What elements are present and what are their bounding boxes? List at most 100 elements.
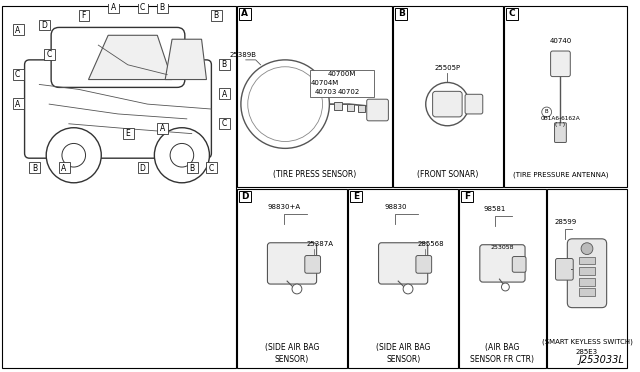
- Text: A: A: [15, 100, 20, 109]
- Bar: [579, 257, 595, 264]
- FancyBboxPatch shape: [465, 94, 483, 114]
- FancyBboxPatch shape: [305, 256, 321, 273]
- Bar: [211, 10, 222, 20]
- Bar: [44, 49, 55, 60]
- Bar: [220, 89, 230, 99]
- Text: A: A: [241, 9, 248, 18]
- Text: E: E: [125, 129, 130, 138]
- Text: F: F: [81, 11, 86, 20]
- Bar: [138, 162, 148, 173]
- Bar: [13, 98, 24, 109]
- Bar: [220, 59, 230, 70]
- Text: C: C: [209, 164, 214, 173]
- Bar: [220, 118, 230, 129]
- Text: A: A: [61, 164, 67, 173]
- Bar: [579, 288, 595, 296]
- Text: 28599: 28599: [554, 219, 577, 225]
- Bar: [547, 189, 627, 368]
- Bar: [579, 267, 595, 275]
- Bar: [239, 190, 251, 202]
- Text: (FRONT SONAR): (FRONT SONAR): [417, 170, 478, 179]
- FancyBboxPatch shape: [567, 239, 607, 308]
- Circle shape: [403, 284, 413, 294]
- Bar: [207, 162, 218, 173]
- Bar: [157, 2, 168, 13]
- Text: (SMART KEYLESS SWITCH): (SMART KEYLESS SWITCH): [541, 339, 632, 345]
- PathPatch shape: [165, 39, 207, 80]
- Bar: [13, 25, 24, 35]
- Text: 25389B: 25389B: [229, 52, 257, 58]
- Bar: [13, 69, 24, 80]
- Text: 285568: 285568: [418, 241, 445, 247]
- Circle shape: [292, 284, 302, 294]
- Text: E: E: [353, 192, 359, 201]
- Bar: [29, 162, 40, 173]
- Text: B: B: [397, 9, 404, 18]
- FancyBboxPatch shape: [554, 123, 566, 142]
- Bar: [579, 278, 595, 286]
- Text: 98581: 98581: [483, 206, 506, 212]
- FancyBboxPatch shape: [378, 243, 428, 284]
- Text: 40704M: 40704M: [310, 80, 339, 86]
- Text: C: C: [15, 70, 20, 79]
- Bar: [237, 189, 347, 368]
- Bar: [506, 8, 518, 20]
- Circle shape: [581, 243, 593, 254]
- Text: ( I ): ( I ): [556, 122, 566, 127]
- Circle shape: [248, 67, 323, 141]
- Circle shape: [62, 144, 86, 167]
- Text: (AIR BAG
SENSOR FR CTR): (AIR BAG SENSOR FR CTR): [470, 343, 534, 364]
- Circle shape: [502, 283, 509, 291]
- Bar: [348, 189, 458, 368]
- FancyBboxPatch shape: [480, 245, 525, 282]
- Text: C: C: [47, 51, 52, 60]
- FancyBboxPatch shape: [556, 259, 573, 280]
- Bar: [504, 6, 627, 187]
- Text: J253033L: J253033L: [579, 355, 625, 365]
- Text: 40702: 40702: [337, 89, 360, 95]
- Circle shape: [46, 128, 101, 183]
- Bar: [138, 2, 148, 13]
- Text: 98830+A: 98830+A: [268, 204, 301, 210]
- FancyBboxPatch shape: [51, 28, 185, 87]
- Text: (TIRE PRESSURE ANTENNA): (TIRE PRESSURE ANTENNA): [513, 171, 608, 178]
- Bar: [59, 162, 70, 173]
- Bar: [123, 128, 134, 138]
- PathPatch shape: [88, 35, 172, 80]
- Text: A: A: [111, 3, 116, 12]
- FancyBboxPatch shape: [24, 60, 211, 158]
- Text: B: B: [32, 164, 37, 173]
- Text: C: C: [221, 119, 227, 128]
- Text: B: B: [189, 164, 195, 173]
- Text: 285E3: 285E3: [576, 349, 598, 355]
- Bar: [358, 105, 365, 112]
- FancyBboxPatch shape: [433, 92, 462, 117]
- Text: B: B: [159, 3, 164, 12]
- Circle shape: [170, 144, 194, 167]
- FancyBboxPatch shape: [268, 243, 317, 284]
- Text: C: C: [140, 3, 145, 12]
- Text: 0B1A6-6162A: 0B1A6-6162A: [541, 116, 580, 121]
- Text: B: B: [214, 11, 219, 20]
- Bar: [350, 190, 362, 202]
- Bar: [394, 6, 504, 187]
- Text: B: B: [221, 60, 227, 69]
- Bar: [396, 8, 407, 20]
- Text: C: C: [509, 9, 516, 18]
- Text: F: F: [464, 192, 470, 201]
- Text: A: A: [15, 26, 20, 35]
- Text: A: A: [221, 90, 227, 99]
- Text: D: D: [42, 21, 47, 30]
- FancyBboxPatch shape: [550, 51, 570, 77]
- Text: 98830: 98830: [384, 204, 406, 210]
- Bar: [461, 190, 473, 202]
- Circle shape: [154, 128, 209, 183]
- Bar: [39, 20, 50, 31]
- Bar: [310, 70, 374, 97]
- Text: (SIDE AIR BAG
SENSOR): (SIDE AIR BAG SENSOR): [265, 343, 319, 364]
- Bar: [459, 189, 546, 368]
- Bar: [157, 123, 168, 134]
- FancyBboxPatch shape: [416, 256, 431, 273]
- Text: 40740: 40740: [549, 38, 572, 44]
- Circle shape: [426, 83, 469, 126]
